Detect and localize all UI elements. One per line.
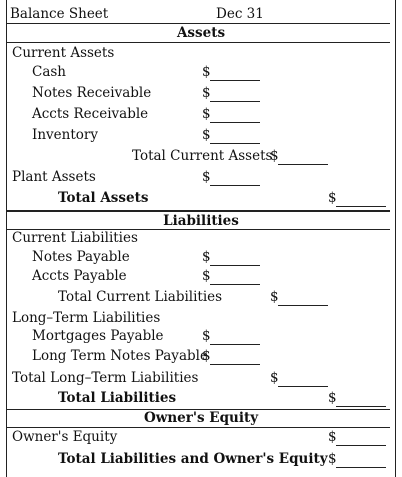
accts-receivable-blank[interactable] bbox=[210, 122, 260, 123]
inventory-label: Inventory bbox=[32, 127, 98, 143]
total-assets-blank[interactable] bbox=[336, 206, 386, 207]
assets-section-divider bbox=[6, 210, 390, 212]
cash-dollar: $ bbox=[202, 64, 211, 80]
left-border bbox=[6, 0, 7, 477]
assets-heading-divider bbox=[6, 42, 390, 43]
notes-payable-label: Notes Payable bbox=[32, 249, 130, 265]
total-liabilities-equity-blank[interactable] bbox=[336, 467, 386, 468]
inventory-blank[interactable] bbox=[210, 143, 260, 144]
plant-assets-blank[interactable] bbox=[210, 185, 260, 186]
long-term-notes-payable-label: Long Term Notes Payable bbox=[32, 348, 208, 364]
total-long-term-liabilities-blank[interactable] bbox=[278, 386, 328, 387]
liabilities-heading-divider bbox=[6, 229, 390, 230]
assets-heading: Assets bbox=[176, 25, 226, 41]
total-liabilities-blank[interactable] bbox=[336, 406, 386, 407]
total-current-assets-dollar: $ bbox=[270, 148, 279, 164]
liabilities-section-divider bbox=[6, 409, 390, 410]
current-assets-label: Current Assets bbox=[12, 45, 115, 61]
equity-heading: Owner's Equity bbox=[143, 410, 259, 426]
total-current-assets-label: Total Current Assets bbox=[132, 148, 273, 164]
inventory-dollar: $ bbox=[202, 127, 211, 143]
long-term-notes-payable-dollar: $ bbox=[202, 348, 211, 364]
total-long-term-liabilities-dollar: $ bbox=[270, 370, 279, 386]
current-liabilities-label: Current Liabilities bbox=[12, 230, 138, 246]
notes-receivable-dollar: $ bbox=[202, 85, 211, 101]
notes-payable-dollar: $ bbox=[202, 249, 211, 265]
accts-receivable-dollar: $ bbox=[202, 106, 211, 122]
plant-assets-dollar: $ bbox=[202, 169, 211, 185]
header-divider bbox=[6, 23, 390, 24]
notes-payable-blank[interactable] bbox=[210, 265, 260, 266]
sheet-title: Balance Sheet bbox=[10, 6, 109, 22]
total-current-liabilities-label: Total Current Liabilities bbox=[58, 289, 223, 305]
total-long-term-liabilities-label: Total Long–Term Liabilities bbox=[12, 370, 199, 386]
liabilities-heading: Liabilities bbox=[163, 213, 239, 229]
sheet-date: Dec 31 bbox=[216, 6, 264, 22]
owners-equity-label: Owner's Equity bbox=[12, 429, 118, 445]
total-liabilities-equity-dollar: $ bbox=[328, 451, 337, 467]
total-assets-dollar: $ bbox=[328, 190, 337, 206]
long-term-liabilities-label: Long–Term Liabilities bbox=[12, 310, 161, 326]
total-current-liabilities-blank[interactable] bbox=[278, 305, 328, 306]
total-liabilities-equity-label: Total Liabilities and Owner's Equity bbox=[58, 451, 328, 467]
equity-heading-divider bbox=[6, 427, 390, 428]
mortgages-payable-blank[interactable] bbox=[210, 344, 260, 345]
long-term-notes-payable-blank[interactable] bbox=[210, 364, 260, 365]
accts-receivable-label: Accts Receivable bbox=[32, 106, 149, 122]
total-liabilities-dollar: $ bbox=[328, 390, 337, 406]
total-assets-label: Total Assets bbox=[58, 190, 149, 206]
mortgages-payable-label: Mortgages Payable bbox=[32, 328, 164, 344]
total-current-liabilities-dollar: $ bbox=[270, 289, 279, 305]
accts-payable-label: Accts Payable bbox=[32, 268, 127, 284]
plant-assets-label: Plant Assets bbox=[12, 169, 96, 185]
owners-equity-blank[interactable] bbox=[336, 445, 386, 446]
total-current-assets-blank[interactable] bbox=[278, 164, 328, 165]
cash-blank[interactable] bbox=[210, 80, 260, 81]
total-liabilities-label: Total Liabilities bbox=[58, 390, 177, 406]
accts-payable-blank[interactable] bbox=[210, 284, 260, 285]
notes-receivable-blank[interactable] bbox=[210, 101, 260, 102]
mortgages-payable-dollar: $ bbox=[202, 328, 211, 344]
cash-label: Cash bbox=[32, 64, 67, 80]
accts-payable-dollar: $ bbox=[202, 268, 211, 284]
owners-equity-dollar: $ bbox=[328, 429, 337, 445]
right-border bbox=[395, 0, 396, 477]
notes-receivable-label: Notes Receivable bbox=[32, 85, 152, 101]
